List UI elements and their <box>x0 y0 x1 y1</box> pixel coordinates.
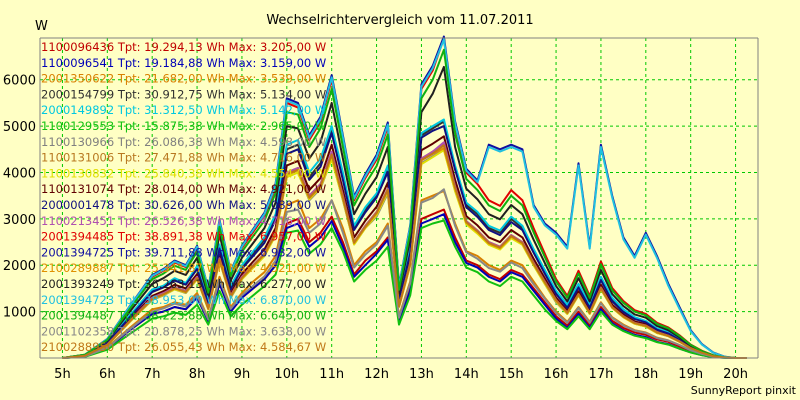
legend-entry: 2001393249 Tpt: 36.263,13 Wh Max: 6.277,… <box>41 277 326 291</box>
series-line-6 <box>62 219 747 359</box>
x-tick-label: 5h <box>54 367 71 382</box>
axes <box>39 37 759 359</box>
legend-entry: 2000001478 Tpt: 30.626,00 Wh Max: 5.089,… <box>41 198 326 212</box>
legend-entry: 2001350622 Tpt: 21.682,00 Wh Max: 3.539,… <box>41 72 326 86</box>
x-tick-label: 20h <box>723 367 748 382</box>
series-line-11 <box>62 125 747 359</box>
series-line-19 <box>62 188 747 359</box>
x-tick-label: 9h <box>234 367 251 382</box>
y-axis-unit: W <box>35 19 48 34</box>
x-tick-label: 11h <box>319 367 344 382</box>
legend-entry: 2001394485 Tpt: 38.891,38 Wh Max: 6.957,… <box>41 230 326 244</box>
legend-entry: 1100131074 Tpt: 28.014,00 Wh Max: 4.921,… <box>41 182 326 196</box>
x-tick-label: 14h <box>454 367 479 382</box>
x-tick-label: 19h <box>678 367 703 382</box>
legend-entry: 2001394487 Tpt: 38.223,88 Wh Max: 6.645,… <box>41 309 326 323</box>
legend-entry: 1100096541 Tpt: 19.184,88 Wh Max: 3.159,… <box>41 56 326 70</box>
legend-entry: 2100288950 Tpt: 26.055,43 Wh Max: 4.584,… <box>41 340 326 354</box>
legend-entry: 2001394725 Tpt: 39.711,88 Wh Max: 6.932,… <box>41 245 326 259</box>
legend: 1100096436 Tpt: 19.294,13 Wh Max: 3.205,… <box>41 40 326 354</box>
legend-entry: 2001394723 Tpt: 38.953,00 Wh Max: 6.870,… <box>41 293 326 307</box>
legend-entry: 1100130966 Tpt: 26.086,38 Wh Max: 4.598,… <box>41 135 326 149</box>
series-line-20 <box>62 144 747 359</box>
legend-entry: 1100096436 Tpt: 19.294,13 Wh Max: 3.205,… <box>41 40 326 54</box>
series-line-18 <box>62 48 747 359</box>
x-tick-label: 17h <box>589 367 614 382</box>
x-tick-label: 10h <box>274 367 299 382</box>
y-tick-label: 3000 <box>3 213 36 228</box>
legend-entry: 2100289887 Tpt: 25.341,87 Wh Max: 4.521,… <box>41 261 326 275</box>
y-tick-label: 1000 <box>3 306 36 321</box>
x-tick-label: 6h <box>99 367 116 382</box>
legend-entry: 1100131006 Tpt: 27.471,88 Wh Max: 4.716,… <box>41 151 326 165</box>
legend-entry: 1100130832 Tpt: 25.840,38 Wh Max: 4.554,… <box>41 166 326 180</box>
y-tick-label: 5000 <box>3 120 36 135</box>
y-tick-label: 4000 <box>3 166 36 181</box>
x-tick-label: 7h <box>144 367 161 382</box>
x-tick-label: 8h <box>189 367 206 382</box>
legend-entry: 2000154799 Tpt: 30.912,75 Wh Max: 5.134,… <box>41 87 326 101</box>
series-lines <box>62 35 747 359</box>
legend-entry: 2001102358 Tpt: 20.878,25 Wh Max: 3.638,… <box>41 324 326 338</box>
chart-title: Wechselrichtervergleich vom 11.07.2011 <box>266 13 533 28</box>
tick-labels: 1000 2000 3000 4000 5000 6000 5h 6h 7h 8h 9h 10h 11h… <box>3 74 748 382</box>
y-tick-label: 2000 <box>3 259 36 274</box>
legend-entry: 1100213451 Tpt: 26.526,38 Wh Max: 4.716,… <box>41 214 326 228</box>
legend-entry: 1100129553 Tpt: 15.875,38 Wh Max: 2.965,… <box>41 119 326 133</box>
footer-credit: SunnyReport pinxit <box>691 384 797 397</box>
x-tick-label: 12h <box>364 367 389 382</box>
x-tick-label: 18h <box>633 367 658 382</box>
legend-entry: 2000149892 Tpt: 31.312,50 Wh Max: 5.142,… <box>41 103 326 117</box>
x-tick-label: 15h <box>499 367 524 382</box>
x-tick-label: 13h <box>409 367 434 382</box>
x-tick-label: 16h <box>544 367 569 382</box>
y-tick-label: 6000 <box>3 74 36 89</box>
